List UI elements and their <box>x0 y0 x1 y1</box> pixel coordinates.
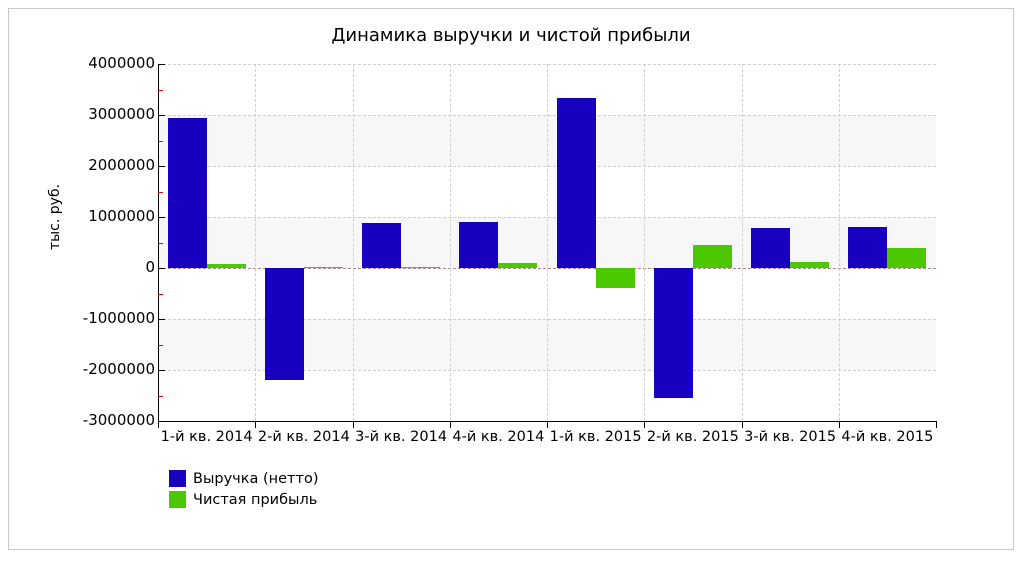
bar-revenue[interactable] <box>459 222 499 268</box>
gridline-vertical <box>547 64 548 421</box>
bar-profit[interactable] <box>206 264 246 268</box>
x-axis-tick-label: 3-й кв. 2014 <box>355 429 448 445</box>
plot-area <box>158 64 936 422</box>
x-axis-tick-label: 1-й кв. 2014 <box>160 429 253 445</box>
y-axis-tick <box>158 217 165 218</box>
x-axis-tick-label: 2-й кв. 2015 <box>646 429 739 445</box>
bar-revenue[interactable] <box>848 227 888 268</box>
bar-profit[interactable] <box>887 248 927 268</box>
bar-revenue[interactable] <box>167 117 207 268</box>
bar-profit[interactable] <box>692 244 732 268</box>
y-axis-tick <box>158 319 165 320</box>
chart-legend: Выручка (нетто) Чистая прибыль <box>169 468 318 510</box>
bar-revenue[interactable] <box>653 268 693 399</box>
y-axis-tick <box>158 166 165 167</box>
legend-item-profit[interactable]: Чистая прибыль <box>169 489 318 510</box>
x-axis-tick <box>255 421 257 428</box>
gridline-vertical <box>352 64 354 421</box>
y-axis-tick <box>158 370 165 371</box>
y-axis-minor-tick <box>158 191 163 193</box>
y-axis-tick <box>158 64 165 65</box>
gridline-vertical <box>741 64 743 421</box>
bar-revenue[interactable] <box>264 268 304 380</box>
legend-label-profit: Чистая прибыль <box>193 491 318 508</box>
chart-title: Динамика выручки и чистой прибыли <box>331 25 691 46</box>
x-axis-tick <box>352 421 354 428</box>
legend-swatch-profit-icon <box>169 491 186 508</box>
x-axis-tick-label: 3-й кв. 2015 <box>744 429 837 445</box>
gridline-vertical <box>838 64 840 421</box>
bar-revenue[interactable] <box>362 223 402 268</box>
y-axis-minor-tick <box>158 89 163 91</box>
y-axis-minor-tick <box>158 344 163 346</box>
y-axis-tick-label: -3000000 <box>82 411 155 429</box>
y-axis-title: тыс. руб. <box>47 183 63 251</box>
x-axis-tick-label: 2-й кв. 2014 <box>257 429 350 445</box>
y-axis-tick-label: 3000000 <box>88 105 155 123</box>
y-axis-tick-label: 0 <box>145 258 155 276</box>
bar-profit[interactable] <box>595 268 635 289</box>
bar-profit[interactable] <box>790 261 830 268</box>
y-axis-minor-tick <box>158 140 163 142</box>
legend-swatch-revenue-icon <box>169 470 186 487</box>
gridline-vertical <box>255 64 257 421</box>
legend-label-revenue: Выручка (нетто) <box>193 470 319 487</box>
y-axis-minor-tick <box>158 293 163 295</box>
y-axis-tick <box>158 268 165 269</box>
gridline-vertical <box>644 64 646 421</box>
y-axis-tick <box>158 115 165 116</box>
y-axis-tick <box>158 421 165 422</box>
y-axis-tick-label: 4000000 <box>88 54 155 72</box>
y-axis-minor-tick <box>158 242 163 244</box>
y-axis-minor-tick <box>158 395 163 397</box>
y-axis-tick-label: -1000000 <box>82 309 155 327</box>
y-axis-tick-labels: 4000000 3000000 2000000 1000000 0 -1000000 -20… <box>9 9 155 569</box>
bar-revenue[interactable] <box>556 98 596 268</box>
x-axis-tick <box>158 421 159 428</box>
x-axis-tick <box>547 421 548 428</box>
bar-profit[interactable] <box>303 266 343 269</box>
x-axis-tick <box>644 421 646 428</box>
bar-revenue[interactable] <box>751 228 791 268</box>
x-axis-tick-label: 4-й кв. 2015 <box>841 429 934 445</box>
x-axis-tick <box>936 421 937 428</box>
x-axis-tick-label: 1-й кв. 2015 <box>549 429 642 445</box>
x-axis-tick-label: 4-й кв. 2014 <box>452 429 545 445</box>
x-axis-tick <box>449 421 451 428</box>
y-axis-tick-label: 1000000 <box>88 207 155 225</box>
bar-profit[interactable] <box>498 262 538 268</box>
y-axis-tick-label: 2000000 <box>88 156 155 174</box>
chart-frame: Динамика выручки и чистой прибыли 400000… <box>8 8 1014 550</box>
y-axis-tick-label: -2000000 <box>82 360 155 378</box>
legend-item-revenue[interactable]: Выручка (нетто) <box>169 468 318 489</box>
x-axis-tick <box>838 421 840 428</box>
x-axis-tick <box>741 421 743 428</box>
bar-profit[interactable] <box>401 266 441 269</box>
gridline-vertical <box>449 64 451 421</box>
